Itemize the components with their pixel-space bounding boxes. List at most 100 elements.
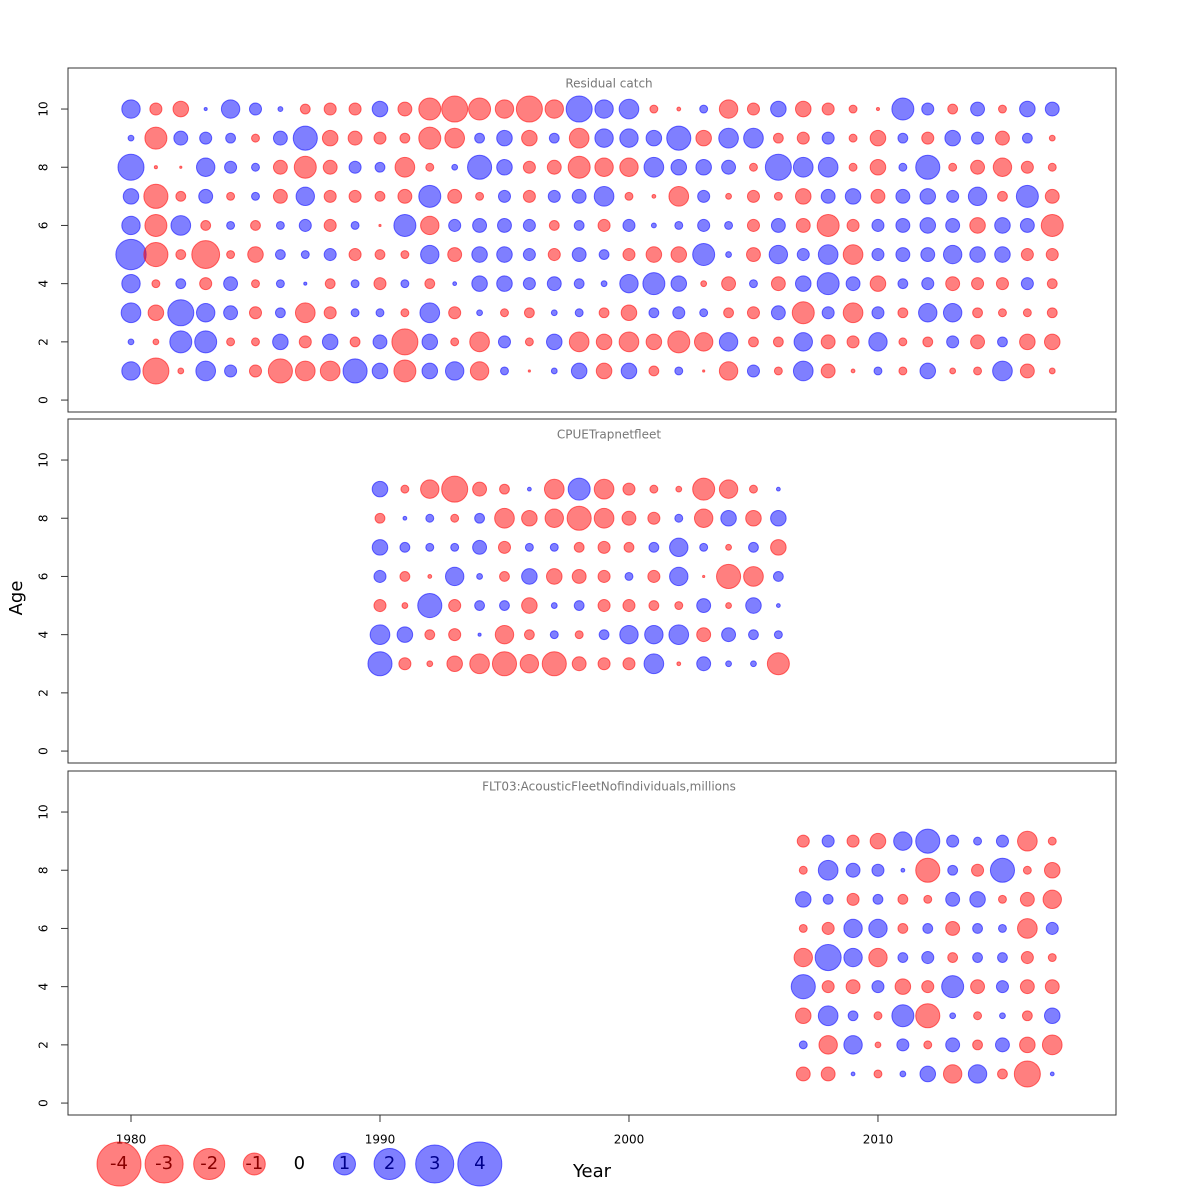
bubble bbox=[274, 307, 286, 319]
bubble bbox=[127, 134, 135, 142]
panel-title: CPUETrapnetfleet bbox=[557, 428, 661, 442]
bubble bbox=[792, 156, 814, 178]
bubble bbox=[571, 247, 587, 263]
bubble bbox=[868, 918, 888, 939]
bubble bbox=[472, 481, 488, 497]
bubble bbox=[667, 330, 691, 354]
bubble bbox=[526, 486, 532, 492]
bubble bbox=[600, 280, 608, 288]
bubble bbox=[598, 629, 610, 641]
bubble bbox=[745, 597, 762, 614]
bubble bbox=[898, 162, 908, 172]
bubble bbox=[523, 307, 535, 319]
y-tick-label: 2 bbox=[37, 1041, 51, 1049]
bubble bbox=[522, 277, 536, 291]
bubble bbox=[1045, 921, 1059, 935]
bubble bbox=[225, 132, 237, 144]
bubble bbox=[893, 831, 913, 851]
bubble bbox=[668, 186, 690, 207]
x-tick-label: 2010 bbox=[863, 1133, 894, 1147]
bubble bbox=[447, 188, 463, 204]
bubble bbox=[117, 153, 145, 181]
bubble bbox=[748, 541, 759, 553]
bubble bbox=[649, 104, 659, 114]
bubble bbox=[546, 276, 562, 292]
bubble bbox=[367, 651, 393, 677]
bubble bbox=[1044, 979, 1060, 995]
bubble bbox=[474, 512, 486, 524]
y-tick-label: 2 bbox=[37, 689, 51, 697]
bubble bbox=[743, 566, 764, 587]
bubble bbox=[267, 358, 293, 384]
bubble bbox=[772, 132, 784, 144]
bubble bbox=[375, 308, 385, 318]
bubble bbox=[597, 599, 611, 613]
bubble bbox=[425, 162, 435, 172]
bubble bbox=[250, 220, 261, 231]
bubble bbox=[699, 104, 709, 114]
bubble bbox=[426, 660, 434, 668]
bubble bbox=[846, 335, 860, 349]
bubble bbox=[918, 303, 938, 323]
bubble bbox=[718, 479, 739, 499]
y-tick-label: 10 bbox=[37, 101, 51, 116]
bubble bbox=[945, 217, 961, 233]
bubble bbox=[648, 541, 660, 553]
bubble bbox=[595, 333, 613, 351]
bubble bbox=[869, 275, 887, 292]
bubble bbox=[172, 100, 190, 118]
bubble bbox=[702, 574, 706, 579]
bubble bbox=[821, 921, 835, 935]
bubble bbox=[871, 218, 885, 232]
bubble bbox=[973, 1011, 983, 1021]
bubble bbox=[643, 653, 665, 675]
bubble bbox=[945, 1037, 961, 1053]
bubble bbox=[970, 979, 986, 995]
legend-label: 0 bbox=[294, 1153, 305, 1174]
bubble bbox=[773, 630, 783, 640]
bubble bbox=[992, 157, 1013, 177]
y-tick-label: 6 bbox=[37, 573, 51, 581]
bubble bbox=[669, 566, 689, 587]
bubble bbox=[299, 103, 311, 115]
bubble bbox=[544, 508, 564, 528]
bubble bbox=[594, 157, 614, 177]
bubble bbox=[696, 598, 712, 614]
bubble bbox=[419, 302, 441, 324]
bubble bbox=[850, 1071, 856, 1077]
bubble bbox=[842, 244, 864, 265]
bubble bbox=[994, 246, 1011, 263]
bubble bbox=[448, 218, 462, 232]
bubble bbox=[670, 246, 688, 263]
bubble bbox=[768, 244, 789, 265]
bubble bbox=[1013, 1060, 1041, 1088]
bubble bbox=[248, 102, 263, 116]
bubble bbox=[816, 213, 840, 237]
bubble bbox=[922, 923, 934, 934]
bubble bbox=[869, 129, 887, 147]
bubble bbox=[997, 104, 1007, 114]
bubble bbox=[650, 222, 657, 229]
bubble bbox=[170, 215, 192, 236]
bubble bbox=[142, 357, 170, 385]
bubble bbox=[770, 305, 786, 321]
bubble bbox=[571, 568, 587, 584]
bubble bbox=[816, 272, 840, 296]
bubble bbox=[798, 923, 808, 933]
bubble bbox=[373, 131, 387, 145]
bubble bbox=[820, 363, 836, 379]
bubble bbox=[444, 566, 465, 587]
bubble bbox=[1047, 162, 1057, 172]
bubble bbox=[897, 132, 909, 144]
bubble bbox=[496, 246, 513, 263]
bubble bbox=[695, 129, 712, 147]
bubble bbox=[647, 569, 661, 583]
bubble bbox=[127, 338, 135, 346]
bubble bbox=[645, 129, 663, 147]
bubble bbox=[618, 331, 640, 353]
bubble bbox=[770, 509, 787, 527]
bubble bbox=[323, 218, 337, 232]
bubble bbox=[970, 101, 986, 117]
bubble bbox=[746, 218, 760, 232]
bubble bbox=[597, 218, 611, 232]
